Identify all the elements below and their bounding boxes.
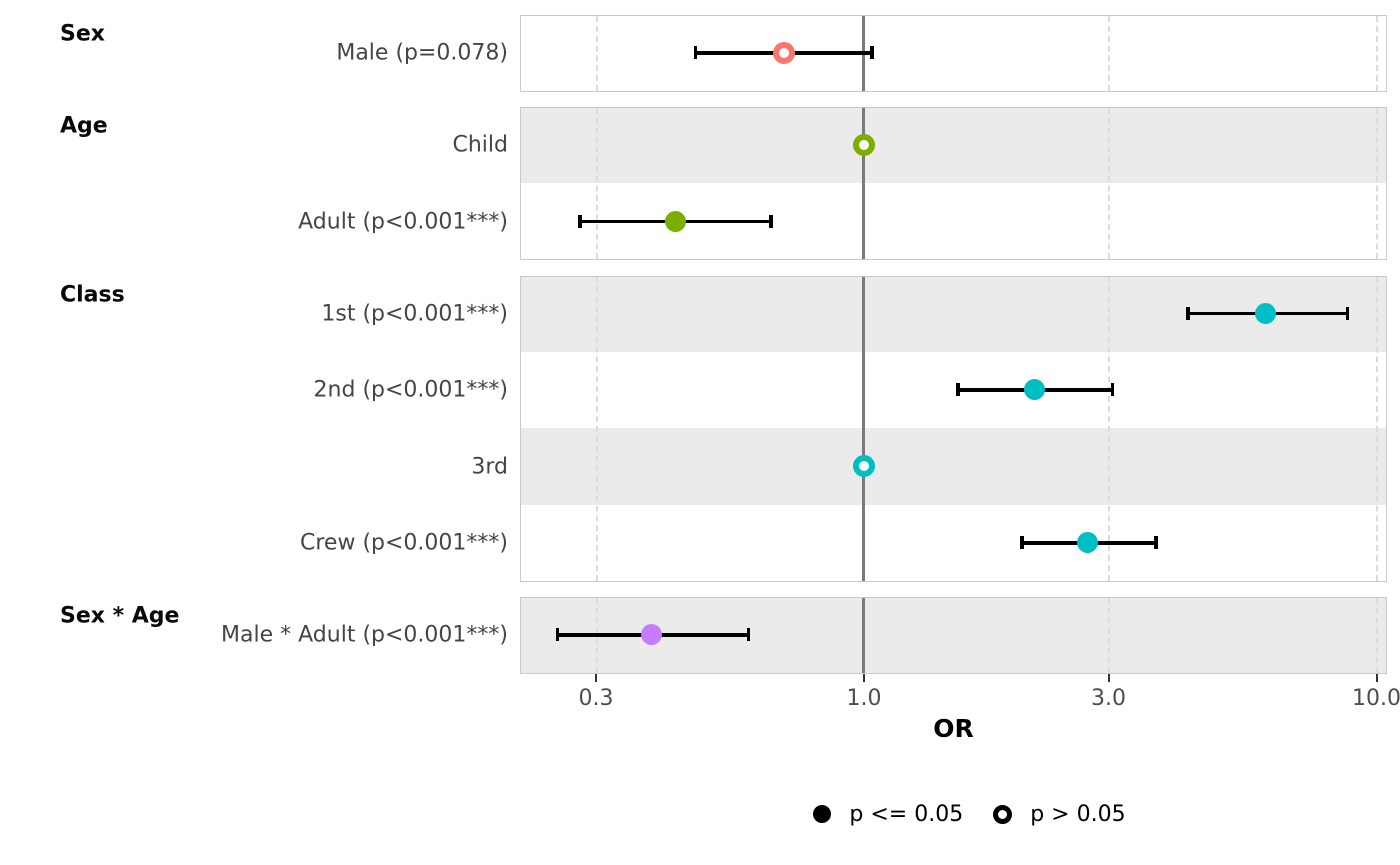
row-label-3rd: 3rd — [471, 454, 508, 480]
x-tick-label: 1.0 — [846, 686, 882, 711]
panel-sex-age — [520, 597, 1387, 674]
row-label-male-adult: Male * Adult (p<0.001***) — [221, 622, 508, 648]
reference-line — [862, 598, 865, 673]
x-tick-label: 10.0 — [1352, 686, 1400, 711]
or-point — [665, 210, 687, 232]
legend-item-nonsignificant: p > 0.05 — [993, 801, 1126, 827]
gridline-3 — [1108, 108, 1111, 259]
or-point — [1077, 532, 1099, 554]
panel-class — [520, 275, 1387, 582]
error-bar-cap — [693, 46, 698, 60]
error-bar-cap — [1110, 383, 1115, 397]
gridline-0.3 — [595, 276, 598, 581]
error-bar-cap — [578, 214, 582, 228]
error-bar-cap — [870, 46, 874, 60]
row-label-male: Male (p=0.078) — [336, 40, 508, 66]
gridline-3 — [1108, 276, 1111, 581]
x-tick — [1375, 673, 1378, 682]
open-circle-icon — [993, 804, 1013, 824]
error-bar-cap — [1020, 536, 1024, 550]
legend-label-significant: p <= 0.05 — [849, 801, 964, 827]
x-tick-label: 0.3 — [578, 686, 614, 711]
error-bar-cap — [746, 628, 751, 642]
x-tick — [1107, 673, 1110, 682]
panel-sex — [520, 15, 1387, 92]
gridline-0.3 — [595, 16, 598, 91]
error-bar-cap — [956, 383, 960, 397]
error-bar-cap — [1345, 306, 1350, 320]
or-point — [773, 41, 796, 64]
row-stripe — [521, 108, 1386, 183]
gridline-10 — [1376, 276, 1378, 581]
or-point — [640, 624, 662, 646]
x-tick-label: 3.0 — [1091, 686, 1127, 711]
group-label-age: Age — [60, 113, 108, 139]
or-point — [1255, 302, 1277, 324]
filled-circle-icon — [813, 805, 832, 823]
group-label-sex: Sex — [60, 21, 105, 47]
row-stripe — [521, 428, 1386, 505]
reference-line — [862, 108, 865, 259]
panel-age — [520, 107, 1387, 260]
row-label-crew: Crew (p<0.001***) — [300, 530, 508, 556]
gridline-3 — [1108, 598, 1111, 673]
gridline-10 — [1376, 598, 1378, 673]
reference-line — [862, 276, 865, 581]
gridline-10 — [1376, 108, 1378, 259]
or-point — [1024, 379, 1046, 401]
row-label-1st: 1st (p<0.001***) — [321, 301, 508, 327]
gridline-10 — [1376, 16, 1378, 91]
gridline-3 — [1108, 16, 1111, 91]
error-bar-cap — [769, 214, 773, 228]
row-label-child: Child — [452, 132, 509, 158]
x-tick — [595, 673, 598, 682]
row-label-adult: Adult (p<0.001***) — [298, 209, 508, 235]
error-bar-cap — [1154, 536, 1158, 550]
legend-label-nonsignificant: p > 0.05 — [1030, 801, 1126, 827]
gridline-0.3 — [595, 108, 598, 259]
or-point — [852, 133, 875, 156]
group-label-sex-age: Sex * Age — [60, 603, 180, 629]
significance-legend: p <= 0.05 p > 0.05 — [520, 798, 1400, 830]
x-axis-title: OR — [933, 714, 974, 743]
or-point — [852, 455, 875, 478]
error-bar-cap — [555, 628, 560, 642]
error-bar-cap — [1186, 306, 1190, 320]
legend-item-significant: p <= 0.05 — [813, 802, 963, 827]
group-label-class: Class — [60, 282, 125, 307]
row-label-2nd: 2nd (p<0.001***) — [313, 377, 508, 403]
x-tick — [863, 673, 865, 682]
